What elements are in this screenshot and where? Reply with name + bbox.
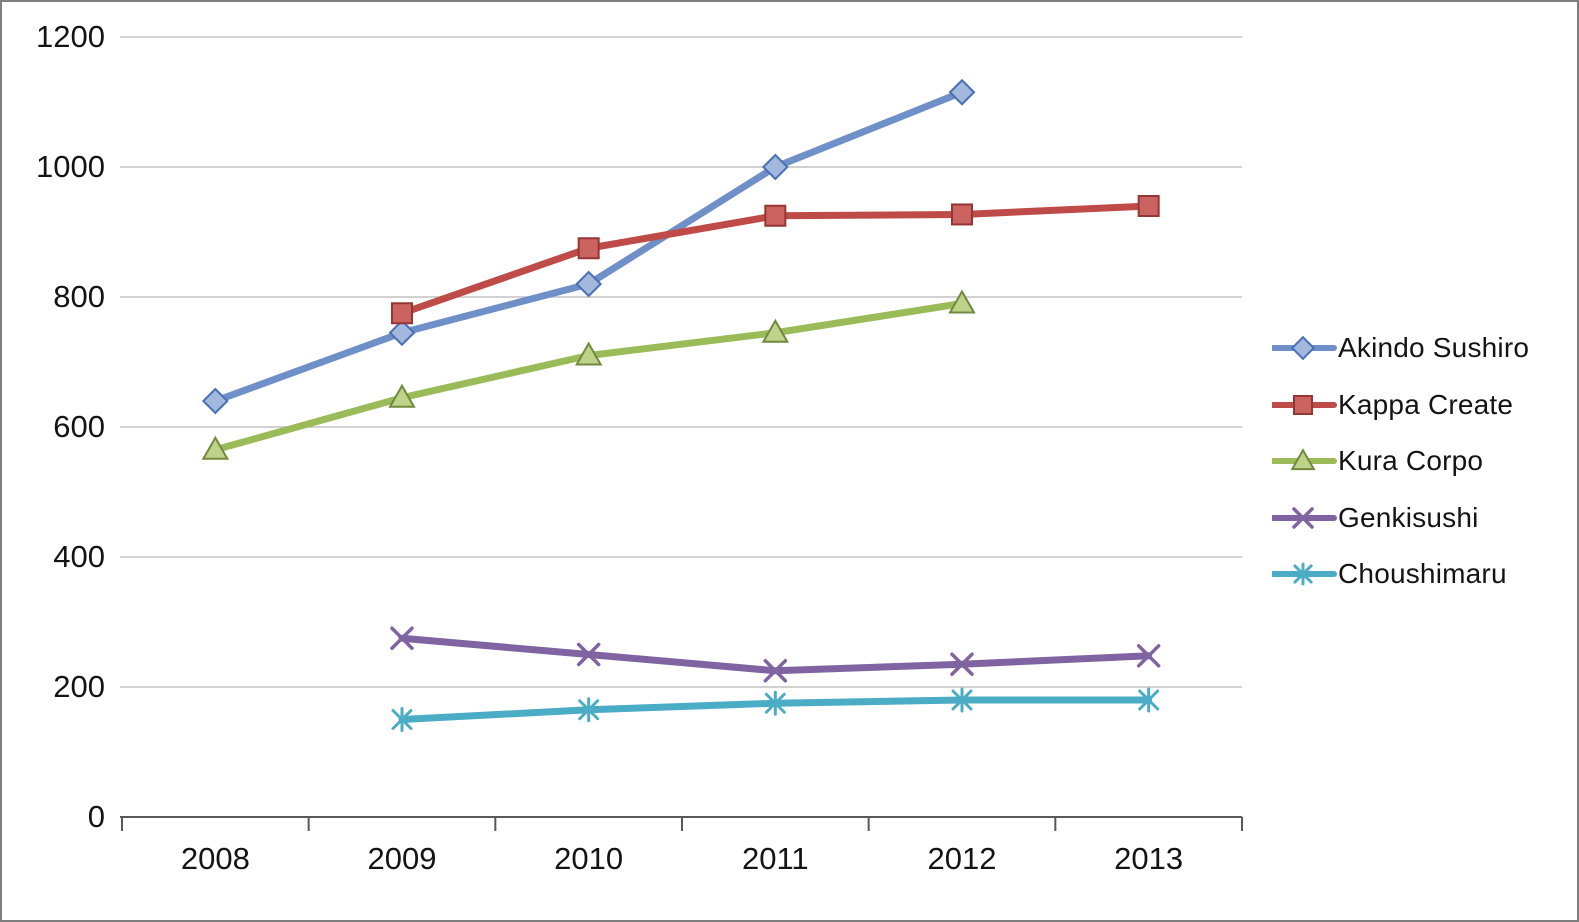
legend-marker-genkisushi <box>1272 507 1337 529</box>
legend-marker-glyph-akindo-sushiro <box>1290 336 1316 361</box>
data-point-kappa-create-2011 <box>764 204 787 227</box>
series-kappa-create <box>391 195 1160 325</box>
legend-marker-glyph-kura-corpo <box>1290 448 1316 471</box>
legend-marker-choushimaru <box>1272 562 1337 586</box>
data-point-akindo-sushiro-2010 <box>575 270 603 298</box>
data-point-akindo-sushiro-2012 <box>948 78 976 106</box>
y-axis-tick-label: 1000 <box>36 149 105 184</box>
legend-marker-kura-corpo <box>1272 448 1337 471</box>
data-point-genkisushi-2013 <box>1136 644 1161 668</box>
data-point-kura-corpo-2012 <box>948 289 976 314</box>
legend-item-choushimaru: Choushimaru <box>1272 546 1529 603</box>
data-point-genkisushi-2010 <box>576 642 601 667</box>
data-point-akindo-sushiro-2009 <box>388 319 416 347</box>
chart-legend: Akindo Sushiro Kappa Create Kura Corpo Genk… <box>1272 320 1529 603</box>
data-point-genkisushi-2011 <box>763 659 788 683</box>
legend-label-genkisushi: Genkisushi <box>1338 501 1479 533</box>
legend-item-kura-corpo: Kura Corpo <box>1272 433 1529 490</box>
x-axis-tick-label: 2009 <box>368 841 437 876</box>
series-kura-corpo <box>201 289 976 460</box>
legend-label-choushimaru: Choushimaru <box>1338 558 1507 590</box>
data-point-genkisushi-2009 <box>390 626 414 650</box>
data-point-choushimaru-2011 <box>764 690 786 716</box>
data-point-kura-corpo-2009 <box>388 383 416 408</box>
legend-marker-glyph-choushimaru <box>1293 562 1313 586</box>
data-point-akindo-sushiro-2008 <box>201 387 229 415</box>
y-axis-tick-label: 0 <box>88 799 105 834</box>
y-axis-tick-label: 1200 <box>36 19 105 54</box>
series-akindo-sushiro <box>201 78 976 415</box>
data-point-kura-corpo-2008 <box>201 435 230 460</box>
data-point-kappa-create-2010 <box>577 237 600 260</box>
legend-item-kappa-create: Kappa Create <box>1272 377 1529 434</box>
x-axis-tick-label: 2010 <box>554 841 623 876</box>
x-axis-tick-label: 2011 <box>742 841 809 876</box>
series-line-kura-corpo <box>211 300 966 454</box>
legend-label-akindo-sushiro: Akindo Sushiro <box>1338 332 1530 364</box>
data-point-kappa-create-2012 <box>951 203 973 226</box>
data-point-choushimaru-2012 <box>951 687 973 713</box>
legend-marker-akindo-sushiro <box>1272 336 1337 361</box>
data-point-choushimaru-2013 <box>1138 687 1160 713</box>
y-axis-tick-label: 800 <box>53 279 105 314</box>
legend-marker-kappa-create <box>1272 394 1337 415</box>
data-point-kura-corpo-2010 <box>574 341 603 366</box>
series-choushimaru <box>391 687 1160 732</box>
legend-item-genkisushi: Genkisushi <box>1272 490 1529 547</box>
y-axis-tick-label: 400 <box>53 539 105 574</box>
legend-item-akindo-sushiro: Akindo Sushiro <box>1272 320 1529 377</box>
data-point-akindo-sushiro-2011 <box>761 153 789 181</box>
data-point-choushimaru-2010 <box>578 697 600 723</box>
legend-marker-glyph-kappa-create <box>1293 394 1313 415</box>
data-point-kappa-create-2009 <box>391 302 413 325</box>
x-axis-tick-label: 2013 <box>1114 841 1183 876</box>
data-point-kappa-create-2013 <box>1137 195 1160 217</box>
legend-label-kura-corpo: Kura Corpo <box>1338 445 1484 477</box>
y-axis-tick-label: 200 <box>53 669 105 704</box>
data-point-genkisushi-2012 <box>950 652 974 676</box>
data-point-kura-corpo-2011 <box>761 318 790 343</box>
legend-marker-glyph-genkisushi <box>1292 507 1314 529</box>
legend-label-kappa-create: Kappa Create <box>1338 388 1514 420</box>
series-line-genkisushi <box>398 634 1153 675</box>
data-point-choushimaru-2009 <box>391 707 413 732</box>
series-genkisushi <box>390 626 1161 683</box>
x-axis-tick-label: 2012 <box>928 841 997 876</box>
x-axis-tick-label: 2008 <box>181 841 250 876</box>
y-axis-tick-label: 600 <box>53 409 105 444</box>
